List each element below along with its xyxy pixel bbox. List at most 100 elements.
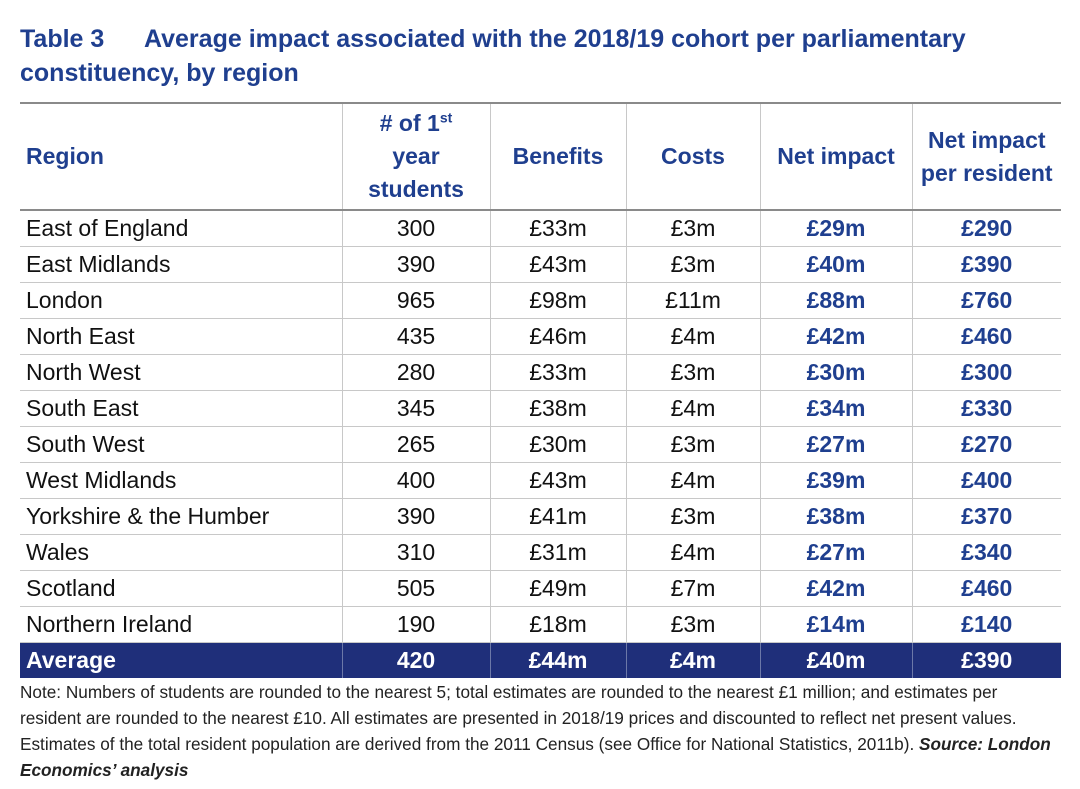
cell-net-impact: £40m: [759, 246, 912, 283]
cell-net-per-resident: £300: [911, 354, 1061, 391]
cell-net-impact: £38m: [759, 498, 912, 535]
cell-net-impact: £27m: [759, 426, 912, 463]
table-body: East of England 300 £33m £3m £29m £290 East Mi…: [20, 210, 1061, 678]
cell-region: East of England: [20, 210, 342, 247]
header-students-line1: # of 1st: [379, 109, 453, 136]
average-row: Average 420 £44m £4m £40m £390: [20, 642, 1061, 678]
cell-net-per-resident: £140: [911, 606, 1061, 643]
cell-costs: £4m: [625, 390, 760, 427]
cell-costs: £7m: [625, 570, 760, 607]
cell-region: Northern Ireland: [20, 606, 342, 643]
table-row: East of England 300 £33m £3m £29m £290: [20, 210, 1061, 247]
note-text: Note: Numbers of students are rounded to…: [20, 682, 1017, 754]
header-students: # of 1st year students: [341, 102, 490, 211]
table-row: North West 280 £33m £3m £30m £300: [20, 354, 1061, 391]
cell-net-impact: £88m: [759, 282, 912, 319]
table-row: Northern Ireland 190 £18m £3m £14m £140: [20, 606, 1061, 643]
cell-costs: £4m: [625, 642, 760, 678]
cell-benefits: £44m: [489, 642, 626, 678]
cell-region: South East: [20, 390, 342, 427]
table-row: West Midlands 400 £43m £4m £39m £400: [20, 462, 1061, 499]
cell-benefits: £43m: [489, 246, 626, 283]
cell-net-per-resident: £390: [911, 246, 1061, 283]
cell-region: East Midlands: [20, 246, 342, 283]
cell-net-per-resident: £390: [911, 642, 1061, 678]
cell-students: 390: [341, 498, 490, 535]
cell-benefits: £38m: [489, 390, 626, 427]
cell-region: Yorkshire & the Humber: [20, 498, 342, 535]
cell-benefits: £49m: [489, 570, 626, 607]
cell-costs: £4m: [625, 462, 760, 499]
cell-students: 280: [341, 354, 490, 391]
cell-students: 310: [341, 534, 490, 571]
cell-net-impact: £39m: [759, 462, 912, 499]
cell-net-impact: £34m: [759, 390, 912, 427]
cell-costs: £11m: [625, 282, 760, 319]
cell-net-per-resident: £460: [911, 318, 1061, 355]
cell-net-per-resident: £760: [911, 282, 1061, 319]
cell-net-impact: £42m: [759, 318, 912, 355]
header-net-impact: Net impact: [759, 102, 912, 211]
cell-net-impact: £27m: [759, 534, 912, 571]
cell-benefits: £30m: [489, 426, 626, 463]
cell-region: Average: [20, 642, 342, 678]
header-students-line3: students: [368, 176, 464, 202]
table-row: Wales 310 £31m £4m £27m £340: [20, 534, 1061, 571]
table-row: East Midlands 390 £43m £3m £40m £390: [20, 246, 1061, 283]
cell-costs: £3m: [625, 606, 760, 643]
cell-net-impact: £40m: [759, 642, 912, 678]
cell-costs: £3m: [625, 426, 760, 463]
cell-region: North East: [20, 318, 342, 355]
table-caption: Table 3 Average impact associated with th…: [20, 22, 1030, 90]
table-row: South East 345 £38m £4m £34m £330: [20, 390, 1061, 427]
header-benefits: Benefits: [489, 102, 626, 211]
table-header: Region # of 1st year students Benefits C…: [20, 102, 1061, 211]
cell-students: 300: [341, 210, 490, 247]
cell-students: 435: [341, 318, 490, 355]
cell-region: Scotland: [20, 570, 342, 607]
cell-costs: £3m: [625, 498, 760, 535]
cell-net-per-resident: £330: [911, 390, 1061, 427]
cell-benefits: £41m: [489, 498, 626, 535]
cell-net-per-resident: £270: [911, 426, 1061, 463]
table-title: Average impact associated with the 2018/…: [20, 25, 966, 87]
cell-students: 390: [341, 246, 490, 283]
header-region: Region: [20, 102, 342, 211]
cell-benefits: £46m: [489, 318, 626, 355]
note-source: Source: London Economics’ analysis: [20, 734, 1051, 780]
header-net-per-resident: Net impact per resident: [911, 102, 1061, 211]
cell-net-per-resident: £460: [911, 570, 1061, 607]
cell-students: 965: [341, 282, 490, 319]
cell-benefits: £98m: [489, 282, 626, 319]
cell-students: 265: [341, 426, 490, 463]
cell-costs: £4m: [625, 534, 760, 571]
cell-net-per-resident: £400: [911, 462, 1061, 499]
cell-net-per-resident: £290: [911, 210, 1061, 247]
cell-region: Wales: [20, 534, 342, 571]
cell-students: 400: [341, 462, 490, 499]
impact-table: Region # of 1st year students Benefits C…: [20, 102, 1061, 678]
cell-net-impact: £29m: [759, 210, 912, 247]
cell-net-impact: £30m: [759, 354, 912, 391]
cell-costs: £4m: [625, 318, 760, 355]
cell-region: South West: [20, 426, 342, 463]
cell-net-per-resident: £340: [911, 534, 1061, 571]
header-costs: Costs: [625, 102, 760, 211]
cell-benefits: £33m: [489, 210, 626, 247]
cell-region: North West: [20, 354, 342, 391]
cell-region: London: [20, 282, 342, 319]
table-row: South West 265 £30m £3m £27m £270: [20, 426, 1061, 463]
cell-costs: £3m: [625, 354, 760, 391]
table-number: Table 3: [20, 25, 105, 53]
cell-benefits: £43m: [489, 462, 626, 499]
table-row: North East 435 £46m £4m £42m £460: [20, 318, 1061, 355]
cell-students: 345: [341, 390, 490, 427]
cell-region: West Midlands: [20, 462, 342, 499]
table-row: London 965 £98m £11m £88m £760: [20, 282, 1061, 319]
cell-benefits: £18m: [489, 606, 626, 643]
cell-benefits: £33m: [489, 354, 626, 391]
header-students-line2: year: [392, 143, 440, 169]
table-note: Note: Numbers of students are rounded to…: [20, 679, 1060, 783]
cell-net-impact: £42m: [759, 570, 912, 607]
cell-students: 190: [341, 606, 490, 643]
